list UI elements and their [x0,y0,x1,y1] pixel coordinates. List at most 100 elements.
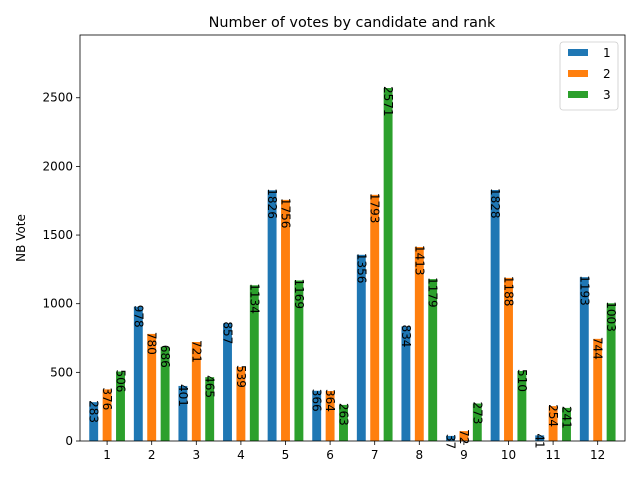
bar [370,194,380,441]
bar [401,326,411,441]
x-tick-label: 10 [501,448,516,462]
value-label: 1413 [412,245,426,276]
value-label: 1188 [502,276,516,307]
bar [249,285,259,441]
value-label: 1793 [368,193,382,224]
value-label: 1169 [292,278,306,309]
bar [535,435,545,441]
bar [205,377,215,441]
y-axis: 0 500 1000 1500 2000 2500 [42,91,80,448]
bar [133,306,143,441]
legend-label: 3 [603,88,611,102]
value-label: 539 [234,365,248,388]
value-label: 1826 [265,188,279,219]
bar [223,323,232,441]
bar [383,88,393,441]
y-tick-label: 1500 [42,228,73,242]
value-label: 780 [145,332,159,355]
x-tick-label: 7 [371,448,379,462]
plot-frame [79,34,626,442]
value-label: 241 [560,406,574,429]
value-label: 1193 [577,275,591,306]
x-tick-label: 2 [148,448,156,462]
value-label: 744 [591,337,605,360]
value-label: 401 [176,384,190,407]
value-label: 283 [87,400,101,423]
value-label: 1003 [604,301,618,332]
bar [191,342,201,441]
value-label: 273 [470,402,484,425]
bar [446,435,455,441]
x-tick-label: 3 [192,448,200,462]
x-tick-label: 9 [460,448,468,462]
bar [281,199,290,441]
bar [459,431,469,441]
x-tick-label: 6 [326,448,334,462]
bars-group [89,88,616,441]
y-axis-label: NB Vote [14,214,28,262]
value-label: 465 [203,375,217,398]
value-label: 263 [337,403,351,426]
x-axis: 1 2 3 4 5 6 7 8 9 10 11 12 [103,441,605,462]
value-label: 510 [515,369,529,392]
legend-swatch [568,49,588,56]
x-tick-label: 11 [545,448,560,462]
value-labels-group: 2839784018571826366135683437182841119337… [87,86,618,449]
bar [267,190,277,441]
legend-swatch [568,70,588,77]
chart-title: Number of votes by candidate and rank [209,15,496,31]
value-label: 1756 [279,198,293,229]
bar [116,371,125,441]
value-label: 1828 [488,188,502,219]
x-tick-label: 5 [282,448,290,462]
bar [490,190,500,441]
value-label: 834 [399,324,413,347]
value-label: 1356 [354,253,368,284]
value-label: 857 [221,321,235,344]
bar [356,254,366,441]
bar [89,402,99,441]
bar [593,338,603,441]
legend-label: 1 [603,46,611,60]
bar [579,277,589,441]
bar [236,366,246,441]
bar [339,404,348,441]
x-tick-label: 12 [590,448,605,462]
value-label: 37 [444,434,458,449]
bar [102,389,112,441]
value-label: 364 [323,389,337,412]
bar [472,403,482,441]
bar [414,246,424,441]
value-label: 72 [457,429,471,444]
value-label: 506 [114,370,128,393]
legend: 1 2 3 [559,41,619,111]
bar [504,277,513,441]
bar [562,407,571,441]
y-tick-label: 2500 [42,91,73,105]
y-tick-label: 500 [50,365,73,379]
y-tick-label: 0 [65,434,73,448]
value-label: 366 [310,389,324,412]
value-label: 2571 [381,86,395,117]
bar [325,391,335,441]
value-label: 254 [546,404,560,427]
value-label: 1134 [247,283,261,314]
legend-label: 2 [603,67,611,81]
bar [548,406,558,441]
value-label: 376 [100,387,114,410]
bar [294,280,304,441]
bar [517,370,527,441]
bar [160,346,170,441]
bar [147,333,157,441]
value-label: 1179 [426,277,440,308]
value-label: 978 [131,305,145,328]
y-tick-label: 2000 [42,159,73,173]
value-label: 686 [158,345,172,368]
bar [178,385,188,441]
legend-swatch [568,91,588,98]
x-tick-label: 1 [103,448,111,462]
value-label: 721 [189,340,203,363]
y-tick-label: 1000 [42,297,73,311]
